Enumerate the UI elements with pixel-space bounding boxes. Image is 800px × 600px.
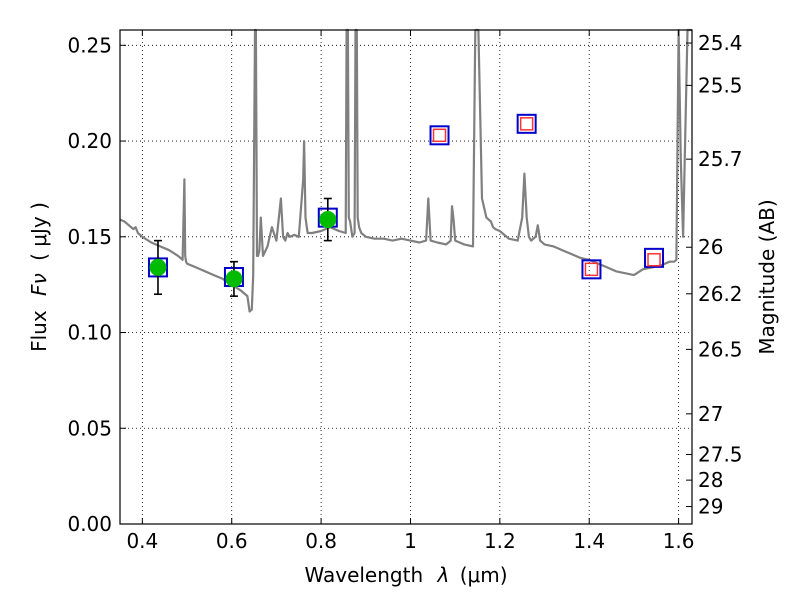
y-axis-title-text: Flux xyxy=(27,310,51,352)
y-tick-label: 0.10 xyxy=(67,321,112,345)
axis-labels: Wavelength λ (μm) Flux Fν ( μJy ) Magnit… xyxy=(27,199,779,587)
model-spectrum-series xyxy=(119,28,692,313)
x-axis-title-text: Wavelength xyxy=(304,563,423,587)
upper-limit-square xyxy=(647,253,661,267)
y-tick-label: 0.00 xyxy=(67,512,112,536)
x-tick-label: 0.8 xyxy=(305,529,337,553)
model-photometry-square xyxy=(581,259,602,280)
y2-tick-label: 27.5 xyxy=(698,442,743,466)
y-tick-label: 0.05 xyxy=(67,416,112,440)
y2-tick-label: 25.4 xyxy=(698,31,743,55)
y-axis-title: Flux Fν ( μJy ) xyxy=(27,202,51,352)
y-tick-label: 0.20 xyxy=(67,129,112,153)
model-spectrum-line xyxy=(119,28,692,313)
y2-tick-label: 26.5 xyxy=(698,337,743,361)
x-tick-label: 0.4 xyxy=(126,529,158,553)
y2-tick-label: 29 xyxy=(698,495,723,519)
y2-axis-title: Magnitude (AB) xyxy=(755,199,779,354)
x-tick-label: 1.2 xyxy=(484,529,516,553)
upper-limit-square xyxy=(519,117,534,131)
observed-point xyxy=(225,270,243,288)
y-tick-label: 0.25 xyxy=(67,33,112,57)
x-tick-label: 0.6 xyxy=(216,529,248,553)
y2-tick-label: 27 xyxy=(698,402,723,426)
x-axis-title: Wavelength λ (μm) xyxy=(304,563,507,587)
x-tick-label: 1 xyxy=(404,529,417,553)
plot-frame xyxy=(119,29,693,525)
y2-tick-label: 26 xyxy=(698,235,723,259)
observed-point xyxy=(149,258,167,276)
y2-tick-label: 26.2 xyxy=(698,282,743,306)
grid xyxy=(120,30,692,525)
y2-tick-label: 25.7 xyxy=(698,147,743,171)
x-axis-title-unit: (μm) xyxy=(460,563,508,587)
upper-limit-square xyxy=(584,262,599,277)
y2-tick-label: 28 xyxy=(698,468,723,492)
model-photometry-square xyxy=(429,125,450,146)
x-tick-label: 1.6 xyxy=(663,529,695,553)
model-photometry-square xyxy=(644,247,665,268)
model-photometry-square xyxy=(516,113,537,134)
y-axis-title-symbol: Fν xyxy=(27,273,51,296)
y-tick-label: 0.15 xyxy=(67,225,112,249)
photometry-markers xyxy=(147,113,665,297)
upper-limit-square xyxy=(432,128,447,143)
x-tick-label: 1.4 xyxy=(573,529,605,553)
y2-tick-label: 25.5 xyxy=(698,73,743,97)
y-axis-title-unit: ( μJy ) xyxy=(27,202,51,261)
x-axis-title-symbol: λ xyxy=(437,563,450,587)
observed-point xyxy=(319,211,337,229)
axes: 0.4 0.6 0.8 1 1.2 1.4 1.6 0.00 0.05 0.10 0.15 0.20 0… xyxy=(67,29,743,553)
